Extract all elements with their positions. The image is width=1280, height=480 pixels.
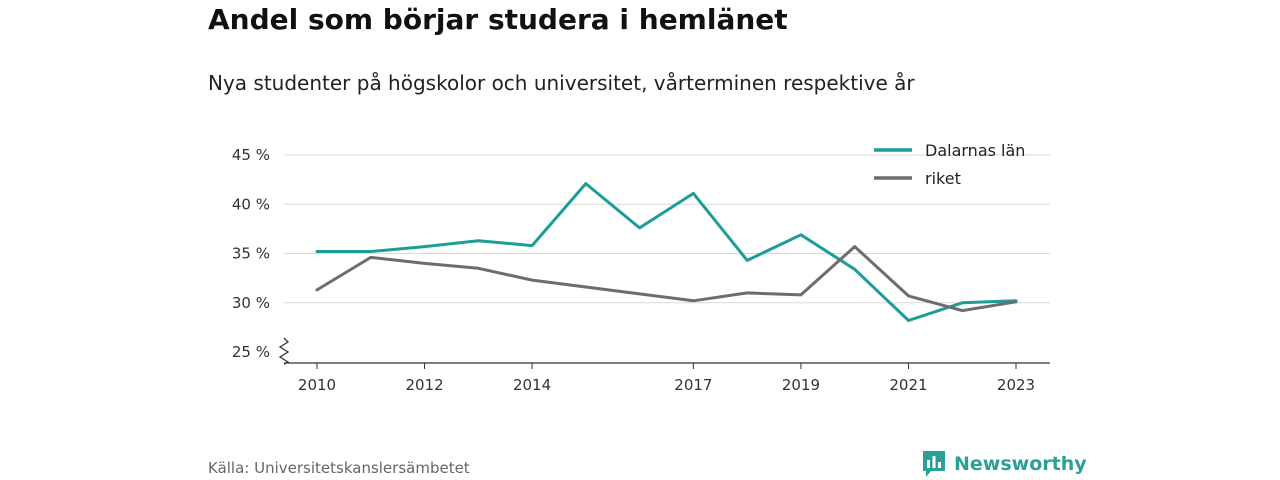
- legend-label: riket: [925, 169, 961, 188]
- newsworthy-chart-icon: [923, 451, 945, 477]
- x-tick-label: 2017: [674, 376, 712, 394]
- x-tick-label: 2014: [513, 376, 551, 394]
- series-lines: [315, 182, 1018, 322]
- gridlines: [284, 154, 1050, 304]
- x-axis-ticks: 2010 2012 2014 2017 2019 2021 2023: [298, 363, 1035, 394]
- series-line-0: [315, 182, 1018, 322]
- source-note: Källa: Universitetskanslersämbetet: [208, 459, 470, 477]
- newsworthy-logo: Newsworthy: [922, 449, 1087, 479]
- line-chart: 25 %30 %35 %40 %45 % 2010 2012 2014 2017 201…: [232, 141, 1050, 394]
- chart-title: Andel som börjar studera i hemlänet: [208, 3, 788, 36]
- x-tick-label: 2012: [405, 376, 443, 394]
- y-tick-label: 35 %: [232, 245, 270, 263]
- brand-name: Newsworthy: [954, 453, 1087, 475]
- y-tick-label: 40 %: [232, 195, 270, 213]
- chart-subtitle: Nya studenter på högskolor och universit…: [208, 71, 915, 95]
- series-line-1: [315, 245, 1018, 313]
- y-tick-label: 45 %: [232, 146, 270, 164]
- y-tick-label: 25 %: [232, 343, 270, 361]
- legend: Dalarnas län riket: [874, 141, 1025, 188]
- legend-label: Dalarnas län: [925, 141, 1025, 160]
- x-tick-label: 2010: [298, 376, 336, 394]
- x-tick-label: 2021: [889, 376, 927, 394]
- x-tick-label: 2019: [782, 376, 820, 394]
- x-tick-label: 2023: [997, 376, 1035, 394]
- axis-break-icon: [278, 337, 290, 365]
- y-axis-ticks: 25 % 30 % 35 % 40 % 45 %: [232, 146, 270, 361]
- y-tick-label: 30 %: [232, 294, 270, 312]
